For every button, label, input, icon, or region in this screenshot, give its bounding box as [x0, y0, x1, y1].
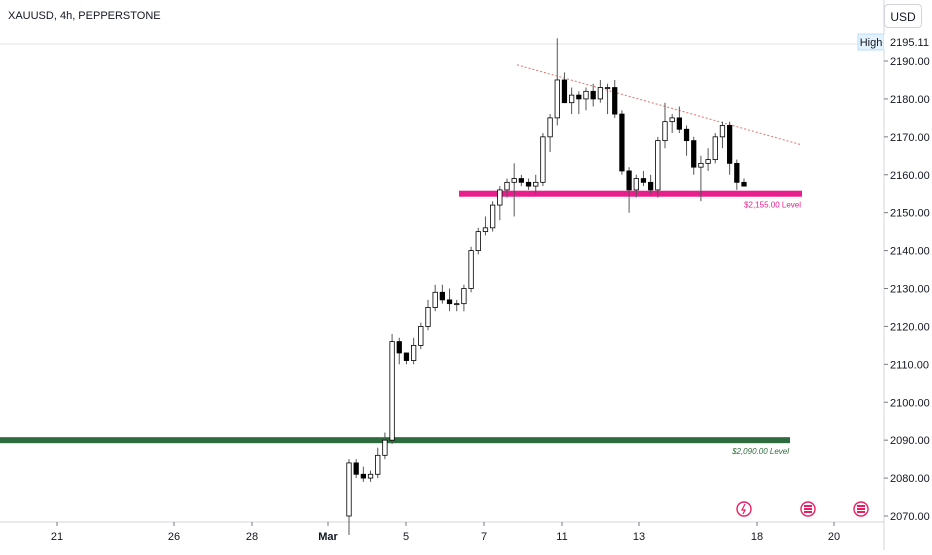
- x-tick-label: 21: [51, 531, 63, 543]
- level-line[interactable]: [459, 190, 802, 197]
- candle: [454, 299, 460, 312]
- candle: [648, 174, 654, 194]
- symbol-title: XAUUSD, 4h, PEPPERSTONE: [8, 10, 161, 22]
- candle: [669, 114, 675, 134]
- candle: [461, 284, 467, 312]
- y-tick-label: 2090.00: [890, 435, 930, 447]
- y-tick-label: 2130.00: [890, 284, 930, 296]
- candle: [561, 72, 568, 104]
- candle: [540, 133, 546, 187]
- candle: [411, 337, 417, 365]
- x-tick-label: 11: [556, 531, 567, 543]
- candle: [418, 322, 424, 350]
- candle: [619, 110, 625, 175]
- levels-layer: $2,155.00 Level $2,090.00 Level: [0, 190, 802, 456]
- candle: [712, 133, 718, 164]
- x-tick-label: Mar: [318, 531, 338, 543]
- x-tick-label: 28: [246, 531, 258, 543]
- level-label: $2,155.00 Level: [744, 201, 801, 210]
- candle: [425, 299, 431, 331]
- y-tick-label: 2150.00: [890, 208, 930, 220]
- currency-button[interactable]: USD: [884, 4, 922, 28]
- y-tick-label: 2180.00: [890, 94, 930, 106]
- x-tick-label: 7: [481, 531, 487, 543]
- candle: [518, 174, 524, 187]
- candle: [583, 87, 589, 111]
- candle: [482, 216, 489, 236]
- candle: [346, 459, 352, 535]
- candle: [446, 288, 453, 312]
- candle: [525, 178, 532, 190]
- candle: [604, 83, 611, 115]
- candle: [741, 178, 747, 187]
- candle: [382, 432, 388, 460]
- candle: [705, 148, 711, 171]
- y-tick-label: 2140.00: [890, 246, 930, 258]
- flag-icon-2[interactable]: [853, 501, 869, 517]
- candle: [468, 246, 474, 293]
- candle: [360, 466, 366, 482]
- flash-icon[interactable]: [736, 501, 752, 517]
- candle: [497, 186, 503, 221]
- candle: [403, 352, 410, 365]
- y-tick-label: 2100.00: [890, 397, 930, 409]
- level-line[interactable]: [0, 437, 790, 444]
- x-tick-label: 5: [403, 531, 409, 543]
- level-label: $2,090.00 Level: [731, 447, 789, 456]
- candle: [612, 79, 618, 118]
- y-tick-label: 2110.00: [890, 359, 929, 371]
- y-tick-label: 2170.00: [890, 132, 930, 144]
- candle: [511, 163, 517, 217]
- candle: [490, 201, 496, 232]
- candle: [432, 284, 438, 312]
- candle: [655, 136, 661, 198]
- x-tick-label: 18: [751, 531, 763, 543]
- candle: [662, 102, 668, 149]
- candle: [727, 121, 733, 175]
- candle: [569, 87, 575, 115]
- y-tick-label: 2190.00: [890, 56, 930, 68]
- candle: [533, 174, 539, 194]
- x-tick-label: 26: [168, 531, 180, 543]
- candle: [396, 337, 402, 365]
- time-axis: 21 26 28 Mar 5 7 11 13 18 20: [51, 522, 840, 543]
- candles-layer: [346, 38, 747, 535]
- high-marker: High 2195.11: [857, 33, 932, 51]
- candle: [576, 91, 582, 115]
- flag-icon-1[interactable]: [800, 501, 816, 517]
- candle: [719, 121, 726, 149]
- candle: [683, 125, 690, 156]
- y-tick-label: 2160.00: [890, 170, 930, 182]
- y-tick-label: 2070.00: [890, 511, 930, 523]
- candle: [353, 459, 359, 479]
- candle: [640, 170, 647, 187]
- candle: [698, 155, 704, 202]
- candle: [367, 470, 374, 482]
- high-label: High: [860, 37, 883, 49]
- candle: [626, 167, 632, 213]
- y-tick-label: 2120.00: [890, 321, 930, 333]
- candle: [375, 447, 381, 479]
- y-tick-label: 2080.00: [890, 473, 930, 485]
- x-tick-label: 13: [633, 531, 645, 543]
- candle: [475, 227, 481, 255]
- candle: [734, 159, 740, 190]
- event-icons: [736, 501, 869, 517]
- candle: [590, 83, 596, 107]
- price-axis: 2070.00 2080.00 2090.00 2100.00 2110.00 2120.…: [884, 56, 930, 523]
- candle: [633, 174, 639, 198]
- candle: [597, 79, 603, 103]
- candle: [676, 106, 682, 134]
- x-tick-label: 20: [828, 531, 840, 543]
- candle: [547, 114, 553, 152]
- candle: [439, 284, 445, 304]
- candle: [504, 178, 510, 198]
- high-value: 2195.11: [890, 37, 929, 49]
- candle: [554, 38, 560, 126]
- candle: [691, 136, 697, 175]
- grid: [0, 0, 885, 550]
- candle: [389, 334, 395, 444]
